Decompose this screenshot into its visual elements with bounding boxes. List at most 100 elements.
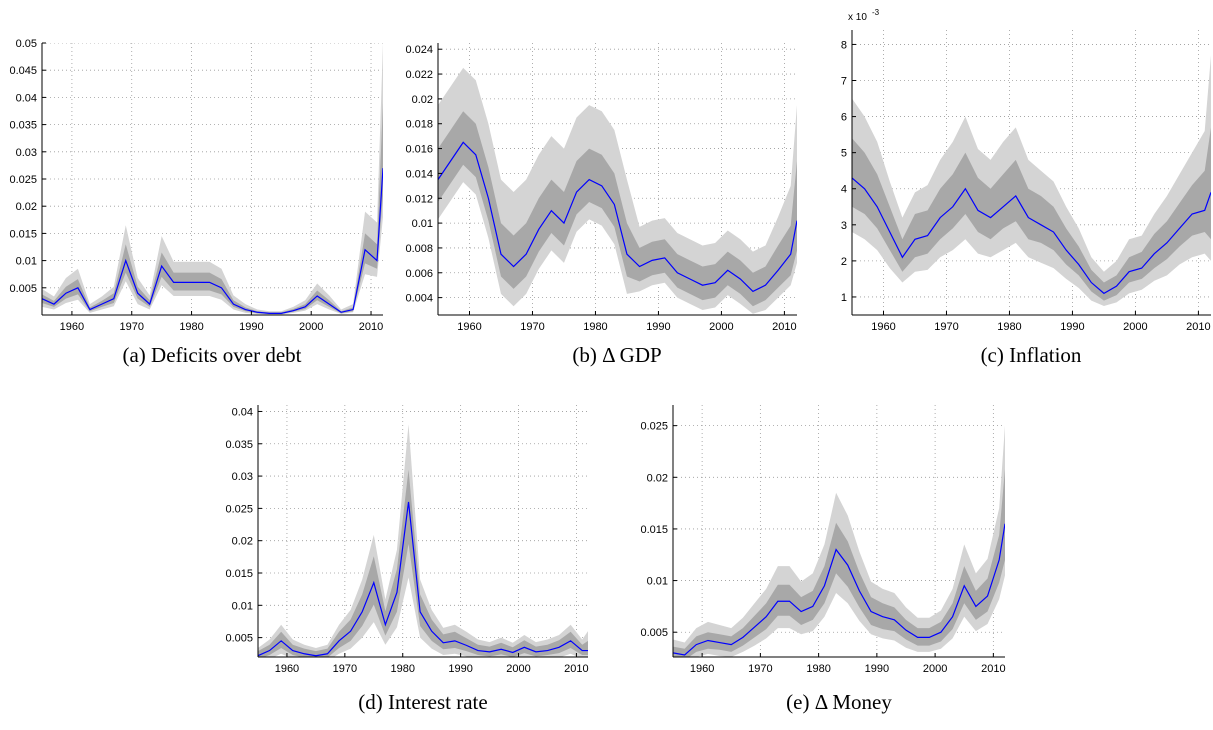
y-tick-label: 0.02 [232, 536, 253, 548]
band [42, 102, 383, 314]
x-tick-label: 1980 [390, 663, 414, 675]
y-tick-label: 0.014 [405, 168, 433, 180]
y-tick-label: 0.024 [405, 44, 433, 56]
median-line [852, 177, 1211, 295]
x-tick-label: 2000 [506, 663, 530, 675]
y-tick-label: 0.02 [16, 201, 37, 213]
band [852, 127, 1211, 301]
band [42, 43, 383, 315]
y-tick-label: 5 [841, 148, 847, 160]
plot-area [258, 405, 588, 657]
x-tick-label: 2000 [923, 663, 947, 675]
caption: (d) Interest rate [358, 690, 487, 714]
x-tick-label: 1990 [865, 663, 889, 675]
plot-area [852, 30, 1211, 315]
y-tick-label: 0.01 [647, 576, 668, 588]
y-tick-label: 8 [841, 39, 847, 51]
y-tick-label: 0.035 [225, 439, 253, 451]
y-tick-label: 0.015 [9, 228, 37, 240]
median-line [258, 501, 588, 657]
x-tick-label: 2010 [981, 663, 1005, 675]
caption: (b) Δ GDP [572, 343, 661, 367]
y-tick-label: 0.02 [412, 94, 433, 106]
y-tick-label: 0.01 [412, 218, 433, 230]
caption: (c) Inflation [981, 343, 1082, 367]
y-tick-label: 0.004 [405, 293, 433, 305]
x-tick-label: 1960 [275, 663, 299, 675]
y-tick-label: 0.016 [405, 144, 433, 156]
x-tick-label: 2000 [1123, 321, 1147, 333]
x-tick-label: 1980 [806, 663, 830, 675]
y-tick-label: 0.03 [16, 147, 37, 159]
x-tick-label: 1970 [119, 321, 143, 333]
y-tick-label: 0.008 [405, 243, 433, 255]
x-tick-label: 1970 [934, 321, 958, 333]
x-tick-label: 1960 [60, 321, 84, 333]
y-tick-label: 0.022 [405, 69, 433, 81]
y-tick-label: 0.05 [16, 38, 37, 50]
y-tick-label: 0.04 [232, 406, 253, 418]
plot-area [673, 405, 1005, 657]
band [438, 111, 797, 307]
caption: (a) Deficits over debt [122, 343, 301, 367]
x-tick-label: 1960 [457, 321, 481, 333]
y-scale-exponent: -3 [872, 8, 880, 17]
x-tick-label: 2010 [1186, 321, 1210, 333]
plot-area [42, 43, 383, 315]
y-tick-label: 0.006 [405, 268, 433, 280]
y-tick-label: 2 [841, 256, 847, 268]
panel: 0.005 0.01 0.015 0.02 0.025 0.03 0.035 0.04 0.04… [9, 38, 383, 367]
y-tick-label: 0.025 [225, 503, 253, 515]
y-tick-label: 4 [841, 184, 847, 196]
band [673, 469, 1005, 657]
y-tick-label: 0.005 [9, 283, 37, 295]
x-tick-label: 1990 [448, 663, 472, 675]
y-tick-label: 6 [841, 112, 847, 124]
x-tick-label: 1970 [333, 663, 357, 675]
band [852, 55, 1211, 306]
y-tick-label: 3 [841, 220, 847, 232]
panel: 1 2 3 4 5 6 7 8 1960 1970 1980 1990 2000 2010 x 10 -3 (c… [841, 8, 1211, 367]
y-tick-label: 0.015 [225, 568, 253, 580]
panel: 0.005 0.01 0.015 0.02 0.025 1960 1970 1980 1990 2… [640, 405, 1006, 714]
x-tick-label: 1980 [179, 321, 203, 333]
x-tick-label: 1960 [690, 663, 714, 675]
caption: (e) Δ Money [786, 690, 892, 714]
x-tick-label: 2000 [709, 321, 733, 333]
x-tick-label: 1990 [1060, 321, 1084, 333]
y-tick-label: 7 [841, 76, 847, 88]
y-tick-label: 0.02 [647, 472, 668, 484]
y-tick-label: 0.005 [640, 627, 668, 639]
x-tick-label: 1980 [997, 321, 1021, 333]
median-line [438, 141, 797, 293]
x-tick-label: 2000 [299, 321, 323, 333]
y-tick-label: 0.025 [640, 421, 668, 433]
y-tick-label: 0.01 [16, 256, 37, 268]
x-tick-label: 1990 [646, 321, 670, 333]
y-tick-label: 1 [841, 292, 847, 304]
y-tick-label: 0.045 [9, 65, 37, 77]
x-tick-label: 1960 [871, 321, 895, 333]
x-tick-label: 1970 [520, 321, 544, 333]
median-line [42, 168, 383, 314]
median-line [673, 523, 1005, 656]
x-tick-label: 1980 [583, 321, 607, 333]
panel: 0.004 0.006 0.008 0.01 0.012 0.014 0.016 0.018 0… [405, 43, 797, 367]
y-tick-label: 0.03 [232, 471, 253, 483]
y-tick-label: 0.018 [405, 119, 433, 131]
x-tick-label: 2010 [359, 321, 383, 333]
y-tick-label: 0.015 [640, 524, 668, 536]
y-tick-label: 0.04 [16, 92, 37, 104]
y-tick-label: 0.012 [405, 193, 433, 205]
x-tick-label: 1990 [239, 321, 263, 333]
x-tick-label: 2010 [772, 321, 796, 333]
band [258, 469, 588, 657]
panel: 0.005 0.01 0.015 0.02 0.025 0.03 0.035 0.04 1960… [225, 405, 589, 714]
y-scale-label: x 10 [848, 12, 867, 23]
plot-area [438, 43, 797, 315]
y-tick-label: 0.01 [232, 600, 253, 612]
x-tick-label: 2010 [564, 663, 588, 675]
y-tick-label: 0.025 [9, 174, 37, 186]
